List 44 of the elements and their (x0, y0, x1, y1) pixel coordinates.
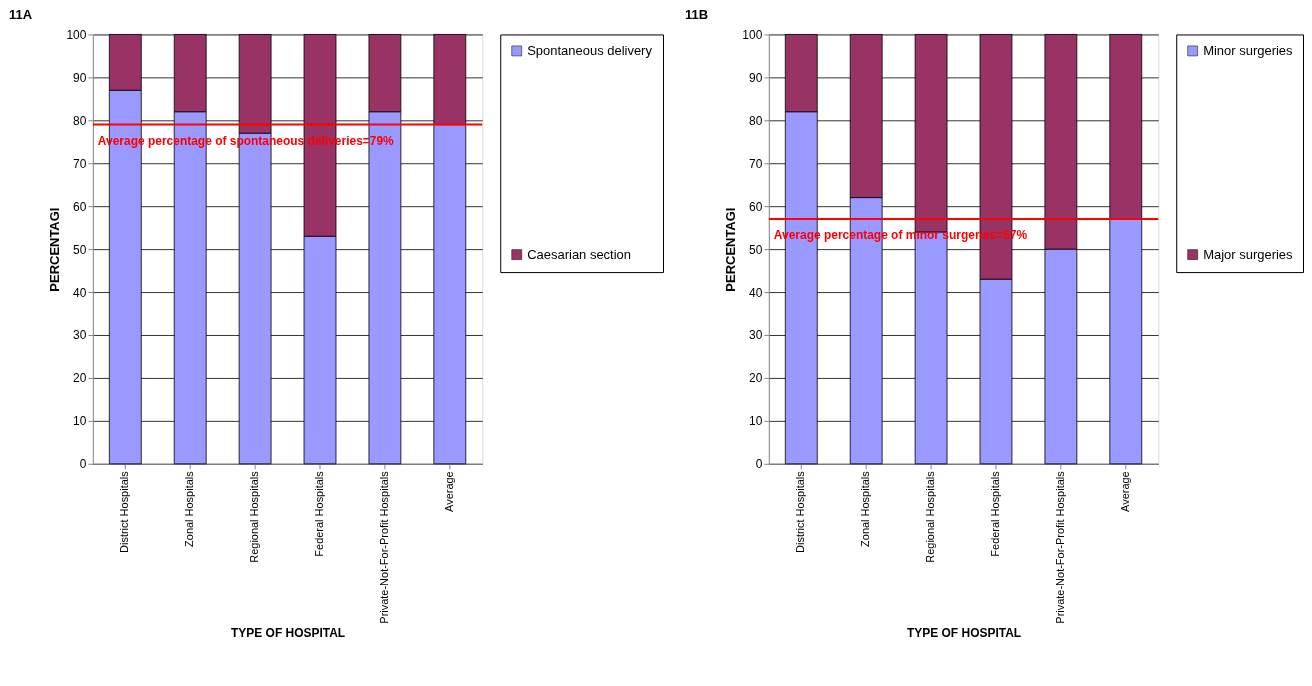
y-tick-label: 70 (73, 156, 87, 171)
y-tick-label: 40 (73, 285, 87, 300)
chart-title: 11A (8, 7, 33, 23)
y-tick-label: 10 (73, 414, 87, 429)
y-axis-title: PERCENTAGI (723, 207, 739, 292)
y-tick-label: 50 (73, 242, 87, 257)
y-tick-label: 60 (73, 199, 87, 214)
x-tick-label: Federal Hospitals (988, 470, 1001, 557)
y-tick-label: 100 (66, 27, 87, 42)
y-tick-label: 100 (742, 27, 763, 42)
x-tick-label: Average (442, 471, 455, 512)
y-tick-label: 90 (73, 70, 87, 85)
legend-label: Spontaneous delivery (527, 42, 653, 58)
y-tick-label: 20 (749, 371, 763, 386)
x-tick-label: Private-Not-For-Profit Hospitals (1053, 470, 1066, 624)
y-tick-label: 10 (749, 414, 763, 429)
x-tick-label: Federal Hospitals (313, 470, 326, 557)
x-axis-title: TYPE OF HOSPITAL (230, 625, 346, 640)
y-tick-label: 80 (73, 113, 87, 128)
legend-label: Caesarian section (527, 246, 632, 262)
y-tick-label: 30 (73, 328, 87, 343)
y-tick-label: 20 (73, 371, 87, 386)
y-tick-label: 60 (749, 199, 763, 214)
chart-title: 11B (684, 7, 709, 23)
x-axis-title: TYPE OF HOSPITAL (906, 625, 1022, 640)
legend-label: Minor surgeries (1203, 42, 1294, 58)
legend-label: Major surgeries (1203, 246, 1294, 262)
x-tick-label: Regional Hospitals (924, 470, 937, 563)
y-tick-label: 80 (749, 113, 763, 128)
x-tick-label: Regional Hospitals (248, 470, 261, 563)
x-tick-label: District Hospitals (794, 470, 807, 553)
y-tick-label: 70 (749, 156, 763, 171)
y-tick-label: 0 (755, 457, 763, 472)
y-tick-label: 30 (749, 328, 763, 343)
y-tick-label: 50 (749, 242, 763, 257)
x-tick-label: Zonal Hospitals (859, 470, 872, 547)
y-tick-label: 40 (749, 285, 763, 300)
x-tick-label: Zonal Hospitals (183, 470, 196, 547)
y-tick-label: 90 (749, 70, 763, 85)
x-tick-label: Private-Not-For-Profit Hospitals (377, 470, 390, 624)
y-axis-title: PERCENTAGI (47, 207, 63, 292)
y-tick-label: 0 (79, 457, 87, 472)
x-tick-label: District Hospitals (118, 470, 131, 553)
x-tick-label: Average (1118, 471, 1131, 512)
